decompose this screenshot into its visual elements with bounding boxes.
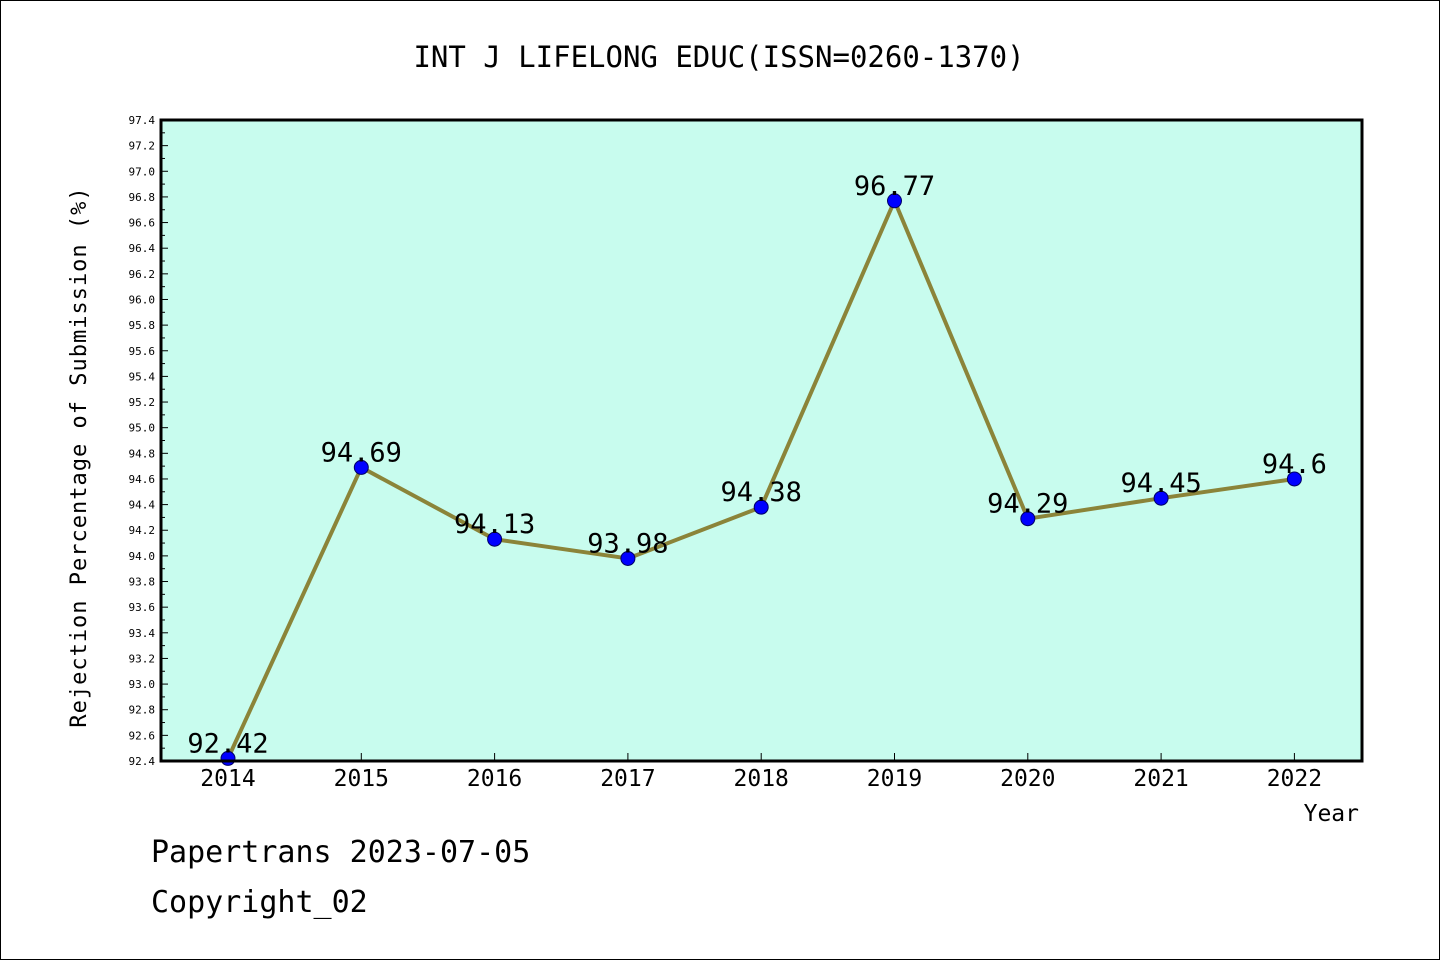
data-point	[620, 550, 636, 566]
x-tick-label: 2022	[1267, 766, 1322, 792]
x-tick-label: 2014	[200, 766, 255, 792]
y-tick-label: 92.6	[129, 729, 156, 742]
data-labels: 92.42 94.69 94.13 93.98 94.38 96.77 94.29 94.45…	[187, 171, 1327, 760]
data-label: 93.98	[587, 528, 668, 559]
x-tick-label: 2019	[867, 766, 922, 792]
y-tick-label: 95.6	[129, 345, 156, 358]
data-point	[753, 499, 769, 515]
y-tick-label: 93.4	[129, 627, 156, 640]
y-tick-label: 94.0	[129, 550, 156, 563]
x-axis: 2014 2015 2016 2017 2018 2019 2020 2021 2022	[200, 753, 1322, 792]
data-points	[220, 193, 1302, 766]
y-tick-label: 93.8	[129, 576, 156, 589]
y-tick-label: 95.8	[129, 319, 156, 332]
data-label: 94.6	[1262, 449, 1327, 480]
y-tick-label: 92.4	[129, 755, 156, 768]
x-tick-label: 2017	[600, 766, 655, 792]
data-point	[1153, 490, 1169, 506]
y-tick-label: 95.4	[129, 370, 156, 383]
y-tick-label: 97.0	[129, 165, 156, 178]
y-tick-label: 95.0	[129, 422, 156, 435]
footer-copyright: Copyright_02	[151, 885, 368, 920]
data-label: 96.77	[854, 171, 935, 202]
x-tick-label: 2021	[1133, 766, 1188, 792]
plot-area	[161, 120, 1362, 761]
x-axis-label: Year	[1304, 801, 1359, 827]
plot-border	[159, 118, 1364, 763]
y-tick-label: 93.0	[129, 678, 156, 691]
y-tick-label: 96.2	[129, 268, 156, 281]
data-point	[887, 193, 902, 209]
y-tick-label: 96.4	[129, 242, 156, 255]
y-tick-label: 96.0	[129, 293, 156, 306]
data-label: 94.69	[321, 437, 402, 468]
data-label: 94.38	[721, 477, 802, 508]
data-point	[1286, 471, 1302, 487]
y-tick-label: 93.6	[129, 601, 156, 614]
y-tick-label: 96.6	[129, 217, 156, 230]
y-tick-label: 96.8	[129, 191, 156, 204]
y-tick-label: 97.2	[129, 140, 156, 153]
y-axis-label: Rejection Percentage of Submission (%)	[67, 186, 92, 727]
data-label: 92.42	[187, 728, 268, 759]
x-tick-label: 2020	[1000, 766, 1055, 792]
data-point	[1020, 511, 1036, 527]
x-tick-label: 2015	[334, 766, 389, 792]
data-label: 94.45	[1120, 468, 1201, 499]
y-tick-label: 94.6	[129, 473, 156, 486]
x-tick-label: 2016	[467, 766, 522, 792]
footer-date: Papertrans 2023-07-05	[151, 835, 531, 870]
y-tick-label: 97.4	[129, 114, 156, 127]
data-label: 94.29	[987, 489, 1068, 520]
data-point	[353, 459, 369, 475]
y-axis: 92.4 92.6 92.8 93.0 93.2 93.4 93.6 93.8 94.0 94.2…	[129, 114, 168, 768]
y-tick-label: 95.2	[129, 396, 156, 409]
x-tick-label: 2018	[734, 766, 789, 792]
data-point	[487, 531, 503, 547]
y-tick-label: 94.4	[129, 499, 156, 512]
y-tick-label: 93.2	[129, 652, 156, 665]
y-tick-label: 94.2	[129, 524, 156, 537]
chart-title: INT J LIFELONG EDUC(ISSN=0260-1370)	[413, 40, 1024, 74]
data-label: 94.13	[454, 509, 535, 540]
y-tick-label: 94.8	[129, 447, 156, 460]
y-tick-label: 92.8	[129, 704, 156, 717]
